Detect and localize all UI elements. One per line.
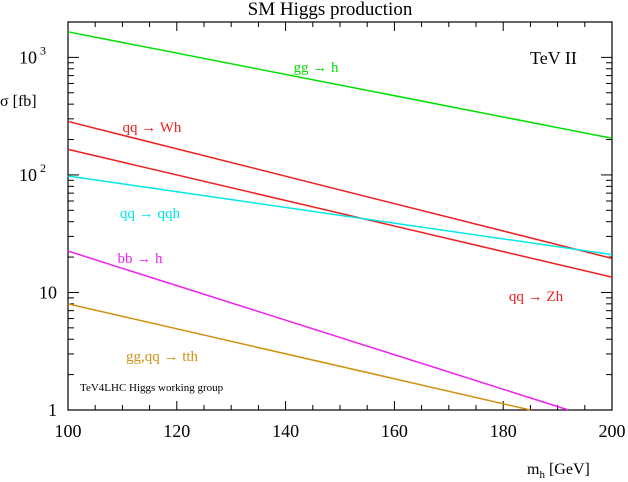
x-tick-label: 100 (55, 421, 82, 441)
x-axis: 100 120 140 160 180 200 (55, 22, 626, 441)
series-line (67, 120, 613, 260)
x-axis-label: mh [GeV] (527, 461, 590, 481)
y-tick-exponent: 3 (40, 43, 46, 57)
series-label: bb → h (118, 251, 164, 267)
series-line (67, 148, 613, 278)
series-label: qq → Wh (123, 120, 182, 136)
y-tick-label: 10 (39, 282, 57, 302)
series-line (67, 303, 531, 411)
series-line (67, 31, 613, 140)
y-tick-base: 10 (39, 282, 57, 302)
series-line (67, 250, 569, 411)
series-line (67, 175, 613, 256)
y-axis-label: σ [fb] (0, 93, 37, 110)
series-lines (67, 31, 613, 411)
y-tick-label: 1 (48, 400, 57, 420)
group-annotation: TeV4LHC Higgs working group (80, 382, 224, 394)
series-label: qq → Zh (509, 289, 564, 305)
y-tick-base: 1 (48, 400, 57, 420)
x-tick-label: 200 (599, 421, 626, 441)
chart-title: SM Higgs production (248, 0, 413, 20)
x-tick-label: 160 (381, 421, 408, 441)
x-tick-label: 120 (163, 421, 190, 441)
series-label: qq → qqh (120, 206, 181, 222)
energy-annotation: TeV II (530, 48, 577, 68)
x-axis-label-var: m (527, 461, 540, 478)
x-tick-label: 140 (272, 421, 299, 441)
series-labels: gg → h qq → Wh qq → Zh qq → qqh bb → h gg,qq … (118, 60, 564, 365)
x-axis-label-unit: [GeV] (549, 461, 590, 478)
y-tick-base: 10 (19, 165, 37, 185)
y-tick-label: 10 2 (19, 161, 46, 185)
x-axis-label-sub: h (539, 469, 545, 481)
y-tick-base: 10 (19, 47, 37, 67)
series-label: gg → h (294, 60, 340, 76)
y-tick-label: 10 3 (19, 43, 46, 67)
series-label: gg,qq → tth (126, 349, 199, 365)
y-tick-exponent: 2 (40, 161, 46, 175)
x-tick-label: 180 (490, 421, 517, 441)
